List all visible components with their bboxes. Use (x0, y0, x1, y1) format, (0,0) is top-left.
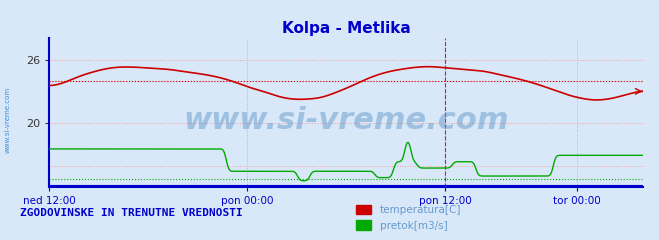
Text: www.si-vreme.com: www.si-vreme.com (5, 87, 11, 153)
Title: Kolpa - Metlika: Kolpa - Metlika (281, 21, 411, 36)
Legend: temperatura[C], pretok[m3/s]: temperatura[C], pretok[m3/s] (352, 201, 465, 235)
Text: www.si-vreme.com: www.si-vreme.com (183, 106, 509, 135)
Text: ZGODOVINSKE IN TRENUTNE VREDNOSTI: ZGODOVINSKE IN TRENUTNE VREDNOSTI (20, 208, 243, 218)
